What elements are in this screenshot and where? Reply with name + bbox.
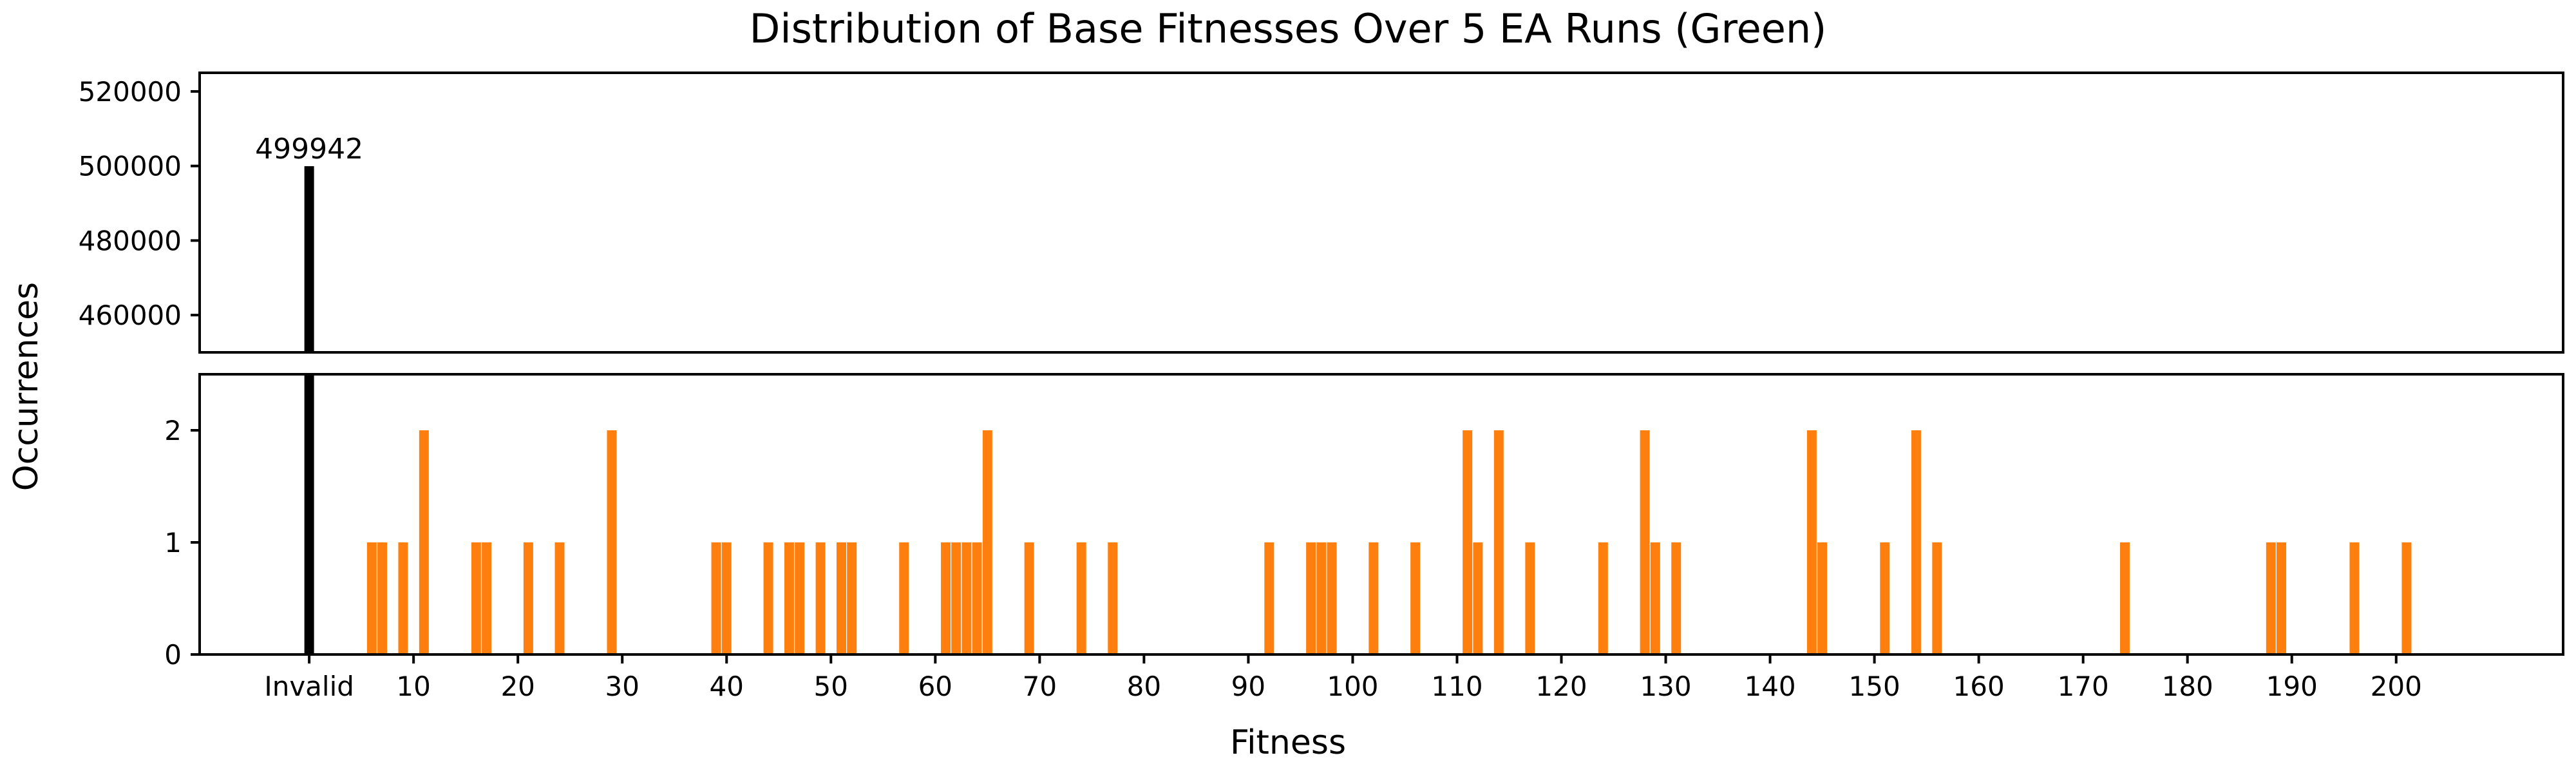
top-panel: 499942 460000 480000 500000 520000 [79,72,2564,354]
x-tick-label: 40 [710,671,744,702]
bar-fitness-112 [1473,542,1483,654]
bar-fitness-44 [763,542,773,654]
top-panel-frame [198,72,2564,354]
bar-fitness-114 [1493,430,1504,654]
x-tick-label: 80 [1127,671,1161,702]
bar-invalid-top [304,166,314,352]
x-tick-label: Invalid [264,671,354,702]
bar-fitness-9 [398,542,408,654]
bar-fitness-24 [554,542,565,654]
bar-fitness-47 [795,542,805,654]
bar-fitness-92 [1264,542,1274,654]
bottom-y-tick-label: 2 [164,415,182,446]
bar-fitness-129 [1650,542,1660,654]
x-tick-label: 30 [605,671,639,702]
x-axis-label: Fitness [1230,723,1346,762]
x-tick-label: 10 [396,671,430,702]
bar-invalid-value-label: 499942 [255,133,363,166]
x-tick-label: 90 [1231,671,1265,702]
bar-fitness-16 [471,542,481,654]
bottom-y-tick-label: 1 [164,527,182,558]
bar-fitness-145 [1817,542,1828,654]
bar-fitness-97 [1316,542,1327,654]
bar-fitness-188 [2266,542,2276,654]
bar-fitness-74 [1076,542,1086,654]
x-tick-label: 70 [1023,671,1057,702]
bar-fitness-39 [711,542,721,654]
chart-title: Distribution of Base Fitnesses Over 5 EA… [750,5,1827,52]
x-tick-label: 180 [2162,671,2213,702]
x-tick-label: 150 [1849,671,1900,702]
bar-fitness-128 [1640,430,1650,654]
bottom-y-tick-label: 0 [164,639,182,671]
x-tick-label: 200 [2371,671,2422,702]
bar-fitness-52 [847,542,857,654]
bottom-panel-bars [304,374,2412,654]
bar-fitness-64 [972,542,982,654]
y-axis-label: Occurrences [7,282,46,491]
bar-fitness-98 [1327,542,1337,654]
bar-fitness-201 [2401,542,2412,654]
bottom-panel-y-ticks: 0 1 2 [164,415,200,671]
bottom-panel: 0 1 2 Invalid 10 20 30 40 50 60 70 80 90 100 110 120 13… [164,373,2564,702]
bar-fitness-196 [2349,542,2360,654]
bar-fitness-61 [941,542,951,654]
x-tick-label: 130 [1640,671,1691,702]
x-tick-label: 120 [1535,671,1587,702]
top-y-tick-label: 480000 [79,225,182,256]
bar-fitness-17 [482,542,492,654]
x-tick-label: 110 [1431,671,1482,702]
bar-fitness-77 [1108,542,1118,654]
top-y-tick-label: 520000 [79,76,182,108]
top-y-tick-label: 460000 [79,300,182,331]
bar-fitness-65 [982,430,992,654]
x-tick-label: 170 [2058,671,2109,702]
bar-fitness-40 [721,542,732,654]
x-tick-label: 140 [1744,671,1795,702]
bar-fitness-144 [1806,430,1817,654]
bar-fitness-69 [1024,542,1034,654]
bar-fitness-111 [1463,430,1473,654]
bar-fitness-7 [377,542,388,654]
bar-fitness-154 [1911,430,1921,654]
bar-fitness-11 [419,430,429,654]
x-tick-label: 100 [1327,671,1378,702]
bar-fitness-6 [366,542,377,654]
x-tick-label: 20 [500,671,535,702]
bar-fitness-151 [1880,542,1890,654]
bar-fitness-62 [951,542,961,654]
x-tick-label: 190 [2266,671,2318,702]
x-tick-label: 160 [1953,671,2005,702]
bar-fitness-131 [1671,542,1681,654]
bar-fitness-29 [607,430,617,654]
bar-fitness-46 [784,542,794,654]
top-panel-bars: 499942 [255,133,363,352]
bar-fitness-156 [1932,542,1942,654]
top-y-tick-label: 500000 [79,151,182,182]
bar-fitness-57 [899,542,909,654]
bar-fitness-117 [1525,542,1535,654]
bar-fitness-51 [836,542,846,654]
bar-fitness-102 [1368,542,1379,654]
bar-fitness-21 [523,542,533,654]
bottom-panel-frame [198,373,2564,656]
bar-fitness-106 [1410,542,1421,654]
x-tick-label: 50 [814,671,848,702]
bar-fitness-49 [815,542,826,654]
bar-fitness-174 [2119,542,2130,654]
bar-fitness-96 [1306,542,1316,654]
top-panel-y-ticks: 460000 480000 500000 520000 [79,76,200,331]
x-tick-label: 60 [918,671,952,702]
x-axis-ticks: Invalid 10 20 30 40 50 60 70 80 90 100 110 120 130 140… [264,654,2422,702]
bar-invalid-bottom [304,374,314,654]
bar-fitness-189 [2277,542,2287,654]
bar-fitness-124 [1598,542,1608,654]
bar-fitness-63 [961,542,972,654]
